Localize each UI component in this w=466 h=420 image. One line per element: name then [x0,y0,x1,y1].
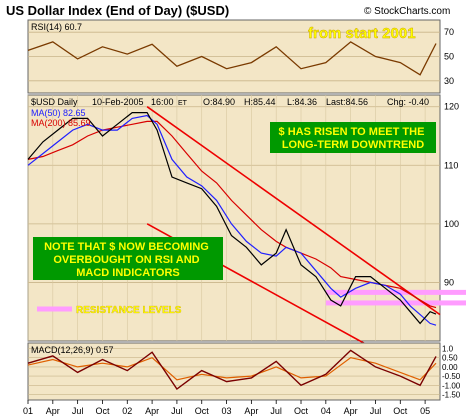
price-open: O:84.90 [203,97,235,107]
resistance-bands [325,289,466,306]
macd-tick-label: -0.50 [442,372,461,381]
x-tick-label: Oct [294,406,309,416]
macd-tick-label: -1.50 [442,390,461,399]
annotation-overbought: NOTE THAT $ NOW BECOMING OVERBOUGHT ON R… [44,241,212,279]
x-tick-label: Jul [72,406,84,416]
x-axis: 01 Apr Jul Oct 02 Apr Jul Oct 03 Apr Jul Oct 04 Apr Ju… [23,400,430,416]
price-low: L:84.36 [287,97,317,107]
headline-note: from start 2001 [308,25,416,42]
macd-panel: MACD(12,26,9) 0.57 1.00.500.00-0.50-1.00… [27,342,461,401]
macd-tick-label: 1.0 [442,345,454,354]
resistance-label: RESISTANCE LEVELS [76,305,182,316]
price-label: $USD Daily [31,97,78,107]
price-change: Chg: -0.40 [387,97,429,107]
annotation-overbought-line1: NOTE THAT $ NOW BECOMING [44,241,209,253]
x-tick-label: Oct [195,406,210,416]
price-date: 10-Feb-2005 [92,97,144,107]
rsi-tick-label: 30 [444,76,454,86]
ma50-line [27,114,437,326]
x-tick-label: 05 [420,406,430,416]
x-tick-label: Oct [95,406,110,416]
x-tick-label: Apr [344,406,358,416]
x-tick-label: Oct [393,406,408,416]
price-high: H:85.44 [244,97,276,107]
ma200-label: MA(200) 85.69 [31,118,91,128]
rsi-grid [28,31,440,82]
price-time: 16:00 [151,97,174,107]
rsi-line [27,41,437,76]
resistance-band [325,289,466,295]
chart-title: US Dollar Index (End of Day) ($USD) [6,3,229,18]
x-tick-label: 02 [122,406,132,416]
x-tick-label: Jul [270,406,282,416]
rsi-tick-label: 50 [444,52,454,62]
macd-y-ticks: 1.00.500.00-0.50-1.00-1.50 [442,345,461,400]
price-last: Last:84.56 [326,97,368,107]
channel-upper-line [146,106,441,316]
price-tick-label: 100 [444,219,459,229]
macd-line [27,349,437,390]
macd-grid [28,348,440,395]
macd-panel-bg [27,342,441,401]
resistance-band [325,300,466,306]
annotation-downtrend-line2: LONG-TERM DOWNTREND [282,139,424,151]
price-y-ticks: 120 110 100 90 [444,102,459,288]
annotation-downtrend: $ HAS RISEN TO MEET THE LONG-TERM DOWNTR… [279,126,428,151]
price-line [27,111,437,325]
x-tick-label: Jul [171,406,183,416]
price-panel-bg [27,94,441,342]
watermark: © StockCharts.com [364,6,450,17]
macd-signal-line [27,357,437,381]
x-tick-label: Apr [145,406,159,416]
macd-label: MACD(12,26,9) 0.57 [31,345,114,355]
macd-tick-label: 0.00 [442,363,458,372]
x-tick-label: 04 [321,406,331,416]
rsi-y-ticks: 70 50 30 [444,27,454,86]
macd-tick-label: -1.00 [442,381,461,390]
ma50-label: MA(50) 82.65 [31,108,86,118]
price-tick-label: 120 [444,102,459,112]
annotation-box-downtrend [270,122,436,153]
annotation-box-overbought [33,237,223,280]
rsi-label: RSI(14) 60.7 [31,22,82,32]
annotation-downtrend-line1: $ HAS RISEN TO MEET THE [279,126,425,138]
x-tick-label: Jul [370,406,382,416]
rsi-panel: RSI(14) 60.7 from start 2001 70 50 30 [27,19,454,94]
macd-tick-label: 0.50 [442,354,458,363]
annotation-overbought-line3: MACD INDICATORS [76,267,179,279]
price-tick-label: 90 [444,277,454,287]
rsi-tick-label: 70 [444,27,454,37]
price-panel: $USD Daily 10-Feb-2005 16:00 ET O:84.90 … [27,94,466,386]
x-tick-label: Apr [244,406,258,416]
x-tick-label: Apr [46,406,60,416]
x-tick-label: 01 [23,406,33,416]
x-tick-label: 03 [222,406,232,416]
annotation-overbought-line2: OVERBOUGHT ON RSI AND [53,254,199,266]
price-tick-label: 110 [444,160,458,170]
price-time-zone: ET [178,100,188,107]
